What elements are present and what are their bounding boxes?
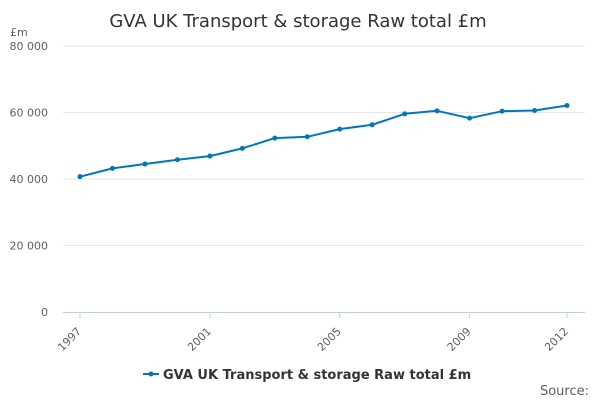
data-point[interactable]	[142, 161, 148, 167]
data-point[interactable]	[532, 108, 538, 114]
data-point[interactable]	[207, 153, 213, 159]
y-axis-ticks: 0 20 000 40 000 60 000 80 000	[10, 40, 49, 319]
data-point[interactable]	[402, 111, 408, 117]
x-axis-ticks: 1997 2001 2005 2009 2012	[55, 312, 571, 354]
legend-point-marker	[148, 371, 154, 377]
series-line	[79, 104, 568, 178]
y-tick-label: 60 000	[10, 107, 49, 120]
data-point[interactable]	[109, 165, 115, 171]
gridlines	[63, 45, 585, 313]
chart-title: GVA UK Transport & storage Raw total £m	[109, 11, 486, 32]
data-point[interactable]	[369, 122, 375, 128]
source-label: Source:	[540, 384, 589, 399]
y-tick-label: 80 000	[10, 40, 49, 53]
data-point[interactable]	[564, 103, 570, 109]
x-tick-label: 2001	[185, 325, 214, 354]
series-group	[77, 103, 570, 180]
y-tick-label: 20 000	[10, 240, 49, 253]
x-tick-label: 2012	[542, 325, 571, 354]
data-point[interactable]	[337, 126, 343, 132]
y-tick-label: 0	[41, 306, 48, 319]
y-axis-label: £m	[10, 26, 28, 39]
data-point[interactable]	[434, 108, 440, 114]
legend[interactable]: GVA UK Transport & storage Raw total £m	[143, 368, 471, 383]
data-point[interactable]	[499, 108, 505, 114]
data-point[interactable]	[77, 174, 83, 180]
data-point[interactable]	[174, 157, 180, 163]
data-point[interactable]	[239, 145, 245, 151]
x-tick-label: 1997	[55, 325, 84, 354]
data-point[interactable]	[467, 115, 473, 121]
legend-item-label[interactable]: GVA UK Transport & storage Raw total £m	[163, 368, 471, 383]
data-point[interactable]	[304, 134, 310, 140]
x-tick-label: 2005	[315, 325, 344, 354]
y-tick-label: 40 000	[10, 173, 49, 186]
data-point[interactable]	[272, 135, 278, 141]
x-tick-label: 2009	[445, 325, 474, 354]
